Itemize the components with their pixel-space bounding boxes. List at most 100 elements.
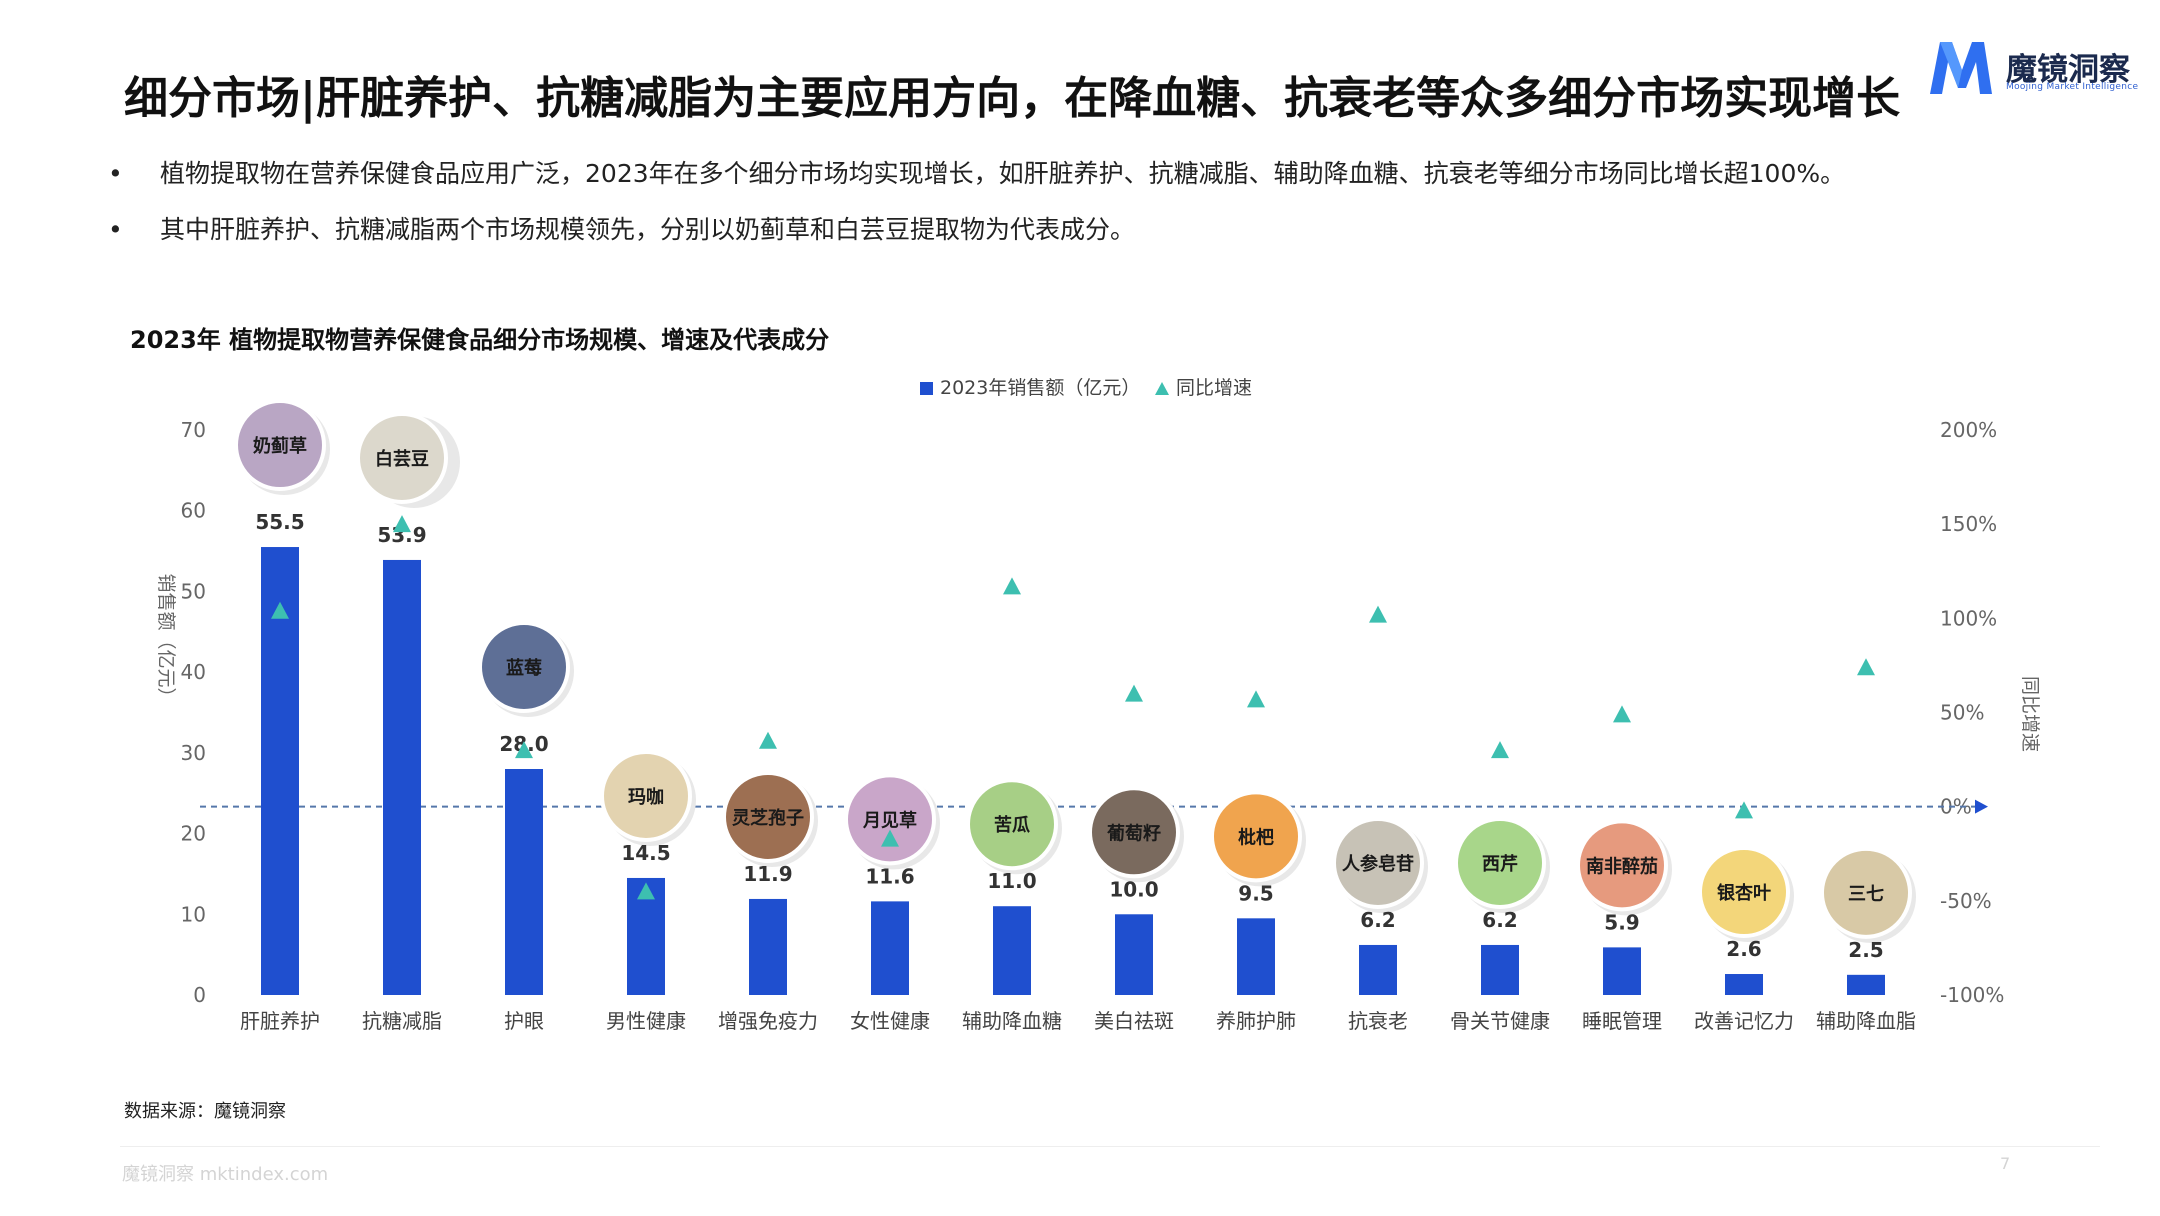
growth-marker xyxy=(393,515,411,533)
footer-url: 魔镜洞察 mktindex.com xyxy=(122,1164,329,1185)
x-tick-label: 养肺护肺 xyxy=(1216,1009,1296,1033)
y-tick-label: 60 xyxy=(181,499,206,523)
badge-circle xyxy=(1454,816,1546,909)
badge-circle xyxy=(1576,819,1668,912)
y2-tick-label: -100% xyxy=(1940,983,2004,1007)
y2-tick-label: 150% xyxy=(1940,512,1997,536)
bullet-dot-icon: • xyxy=(108,159,123,188)
badge-circle xyxy=(1698,846,1790,939)
bar-value-label: 2.6 xyxy=(1726,937,1761,961)
data-source: 数据来源：魔镜洞察 xyxy=(124,1101,286,1122)
growth-marker xyxy=(1491,741,1509,759)
ingredient-badge: 玛咖 xyxy=(600,749,696,846)
bar xyxy=(1725,974,1763,995)
logo-m-icon xyxy=(1930,42,1992,94)
ingredient-badge: 奶蓟草 xyxy=(234,399,330,496)
x-tick-label: 男性健康 xyxy=(606,1009,686,1033)
bar xyxy=(383,559,421,995)
y-tick-label: 40 xyxy=(181,660,206,684)
badge-circle xyxy=(966,778,1058,871)
bar xyxy=(993,906,1031,995)
y2-tick-label: 50% xyxy=(1940,701,1984,725)
badge-circle xyxy=(1820,846,1912,939)
legend-bar-label: 2023年销售额（亿元） xyxy=(940,377,1140,399)
ingredient-badge: 蓝莓 xyxy=(478,621,574,717)
ingredient-badge: 白芸豆 xyxy=(356,411,460,508)
y2-tick-label: 200% xyxy=(1940,418,1997,442)
ingredient-label: 白芸豆 xyxy=(375,448,429,470)
ingredient-badge: 枇杷 xyxy=(1210,790,1306,887)
growth-marker xyxy=(1857,658,1875,676)
badge-circle xyxy=(844,773,936,866)
growth-marker xyxy=(515,741,533,759)
bar xyxy=(261,547,299,995)
ingredient-label: 枇杷 xyxy=(1238,826,1274,848)
bar-data-labels: 55.553.928.014.511.911.611.010.09.56.26.… xyxy=(255,510,1883,962)
bar xyxy=(1237,918,1275,995)
ingredient-label: 西芹 xyxy=(1482,853,1518,875)
bullet-item: • 植物提取物在营养保健食品应用广泛，2023年在多个细分市场均实现增长，如肝脏… xyxy=(104,158,2044,190)
bar xyxy=(871,901,909,995)
badge-circle xyxy=(234,399,326,492)
logo-subtext: Moojing Market Intelligence xyxy=(2006,82,2139,92)
growth-marker xyxy=(1125,684,1143,702)
bar xyxy=(1603,947,1641,995)
x-tick-label: 抗糖减脂 xyxy=(362,1009,442,1033)
y-axis-ticks: 0 10 20 30 40 50 60 70 xyxy=(181,418,206,1007)
x-tick-label: 辅助降血脂 xyxy=(1816,1009,1916,1033)
x-tick-label: 睡眠管理 xyxy=(1582,1009,1662,1033)
bar-value-label: 10.0 xyxy=(1109,877,1158,901)
ingredient-badge: 葡萄籽 xyxy=(1088,786,1184,883)
y2-tick-label: 100% xyxy=(1940,606,1997,630)
bar xyxy=(1359,944,1397,995)
growth-marker xyxy=(1003,577,1021,595)
ingredient-badge: 灵芝孢子 xyxy=(722,770,818,867)
y-tick-label: 70 xyxy=(181,418,206,442)
growth-series xyxy=(271,515,1875,900)
x-tick-label: 抗衰老 xyxy=(1348,1009,1408,1033)
ingredient-label: 奶蓟草 xyxy=(253,435,307,457)
page-number: 7 xyxy=(2000,1154,2011,1173)
ingredient-label: 银杏叶 xyxy=(1717,882,1771,904)
ingredient-badge: 月见草 xyxy=(844,773,940,870)
chart-title: 2023年 植物提取物营养保健食品细分市场规模、增速及代表成分 xyxy=(130,326,830,354)
y2-axis-title: 同比增速 xyxy=(2019,676,2041,752)
y-tick-label: 10 xyxy=(181,902,206,926)
bar-value-label: 11.9 xyxy=(743,862,792,886)
x-tick-label: 护眼 xyxy=(504,1009,544,1033)
growth-marker xyxy=(1247,690,1265,708)
x-tick-label: 辅助降血糖 xyxy=(962,1009,1062,1033)
growth-marker xyxy=(881,829,899,847)
growth-marker xyxy=(271,601,289,619)
ingredient-label: 蓝莓 xyxy=(506,657,542,679)
brand-logo: 魔镜洞察 Moojing Market Intelligence xyxy=(1926,36,2146,100)
footer-divider xyxy=(120,1146,2100,1147)
growth-marker xyxy=(1735,801,1753,819)
bar-value-label: 5.9 xyxy=(1604,910,1639,934)
bar-value-label: 6.2 xyxy=(1482,908,1517,932)
bullet-item: • 其中肝脏养护、抗糖减脂两个市场规模领先，分别以奶蓟草和白芸豆提取物为代表成分… xyxy=(104,214,2044,246)
badge-circle xyxy=(478,621,570,713)
growth-marker xyxy=(759,731,777,749)
x-tick-label: 美白祛斑 xyxy=(1094,1009,1174,1033)
badge-circle xyxy=(722,770,814,863)
bar xyxy=(505,769,543,995)
zero-arrow-icon xyxy=(1975,799,1988,814)
badge-circle xyxy=(356,411,448,504)
y-tick-label: 0 xyxy=(193,983,206,1007)
bar-value-label: 9.5 xyxy=(1238,881,1273,905)
ingredient-label: 三七 xyxy=(1848,884,1884,905)
ingredient-label: 葡萄籽 xyxy=(1106,822,1161,844)
ingredient-badge: 银杏叶 xyxy=(1698,846,1794,943)
badge-circle xyxy=(1088,786,1180,879)
legend-growth-swatch xyxy=(1155,382,1169,395)
y-tick-label: 20 xyxy=(181,822,206,846)
badge-circle xyxy=(1332,816,1424,909)
page-title: 细分市场|肝脏养护、抗糖减脂为主要应用方向，在降血糖、抗衰老等众多细分市场实现增… xyxy=(124,73,1901,124)
bar-value-label: 11.0 xyxy=(987,869,1036,893)
x-tick-label: 增强免疫力 xyxy=(718,1009,818,1033)
x-tick-label: 骨关节健康 xyxy=(1450,1009,1550,1033)
growth-marker xyxy=(1369,605,1387,623)
